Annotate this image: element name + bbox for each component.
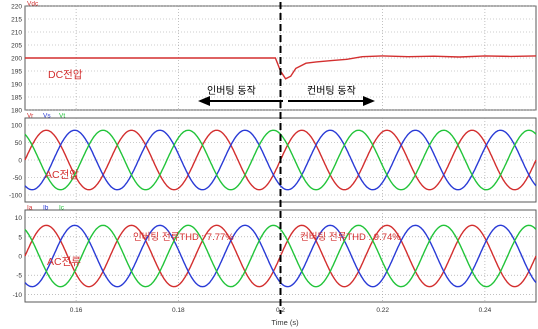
y-tick-label: 180 bbox=[11, 108, 22, 115]
y-tick-labels: -100 -50 0 50 100 bbox=[9, 123, 22, 200]
converting-label: 컨버팅 동작 bbox=[307, 85, 356, 97]
y-tick-label: 200 bbox=[11, 56, 22, 63]
y-tick-label: -50 bbox=[13, 175, 23, 182]
converting-arrow bbox=[288, 96, 375, 106]
y-tick-label: -100 bbox=[9, 193, 22, 200]
legend-entry: Vs bbox=[43, 113, 51, 120]
y-tick-label: -10 bbox=[13, 292, 23, 299]
inverting-arrow bbox=[198, 96, 283, 106]
y-tick-label: 100 bbox=[11, 123, 22, 130]
series-line-vs bbox=[24, 129, 537, 191]
y-tick-label: 50 bbox=[15, 140, 23, 147]
y-tick-labels: -10 -5 0 5 10 bbox=[13, 215, 23, 299]
panel-label-ac-voltage: AC전압 bbox=[45, 168, 79, 181]
y-tick-label: -5 bbox=[16, 273, 22, 280]
legend-entry: Vt bbox=[59, 113, 65, 120]
legend: Ia Ib Ic bbox=[27, 205, 65, 212]
y-tick-label: 190 bbox=[11, 82, 22, 89]
series-line-ic bbox=[24, 224, 537, 288]
y-tick-label: 185 bbox=[11, 95, 22, 102]
x-tick-label: 0.18 bbox=[172, 307, 185, 314]
legend-entry: Ib bbox=[43, 205, 49, 212]
legend: Vr Vs Vt bbox=[27, 113, 65, 120]
panel-label-dc: DC전압 bbox=[48, 68, 83, 81]
y-tick-label: 215 bbox=[11, 17, 22, 24]
y-tick-label: 5 bbox=[18, 234, 22, 241]
y-tick-label: 195 bbox=[11, 69, 22, 76]
x-tick-label: 0.22 bbox=[376, 307, 389, 314]
y-tick-label: 0 bbox=[18, 254, 22, 261]
y-tick-label: 0 bbox=[18, 158, 22, 165]
legend: Vdc bbox=[27, 1, 39, 8]
y-tick-label: 10 bbox=[15, 215, 23, 222]
series-line-vdc bbox=[25, 55, 537, 80]
legend-entry: Vr bbox=[27, 113, 34, 120]
panel-ac-voltage: -100 -50 0 50 100 Vr Vs Vt AC전압 bbox=[9, 113, 537, 203]
converting-thd-label: 컨버팅 전류THD : 9.74% bbox=[300, 232, 401, 243]
legend-entry: Ic bbox=[59, 205, 65, 212]
y-tick-label: 205 bbox=[11, 43, 22, 50]
inverting-label: 인버팅 동작 bbox=[207, 85, 256, 97]
x-tick-label: 0.24 bbox=[479, 307, 492, 314]
y-tick-label: 220 bbox=[11, 4, 22, 11]
y-tick-labels: 180 185 190 195 200 205 210 215 220 bbox=[11, 4, 22, 115]
inverting-thd-label: 인버팅 전류THD : 7.77% bbox=[133, 232, 234, 243]
panel-label-ac-current: AC전류 bbox=[47, 256, 81, 268]
legend-entry: Vdc bbox=[27, 1, 39, 8]
panel-dc-voltage: 180 185 190 195 200 205 210 215 220 Vdc DC전압 인버팅… bbox=[11, 1, 537, 115]
x-tick-label: 0.16 bbox=[70, 307, 83, 314]
series-lines bbox=[25, 55, 537, 80]
x-axis-label: Time (s) bbox=[271, 318, 299, 327]
legend-entry: Ia bbox=[27, 205, 33, 212]
y-tick-label: 210 bbox=[11, 30, 22, 37]
